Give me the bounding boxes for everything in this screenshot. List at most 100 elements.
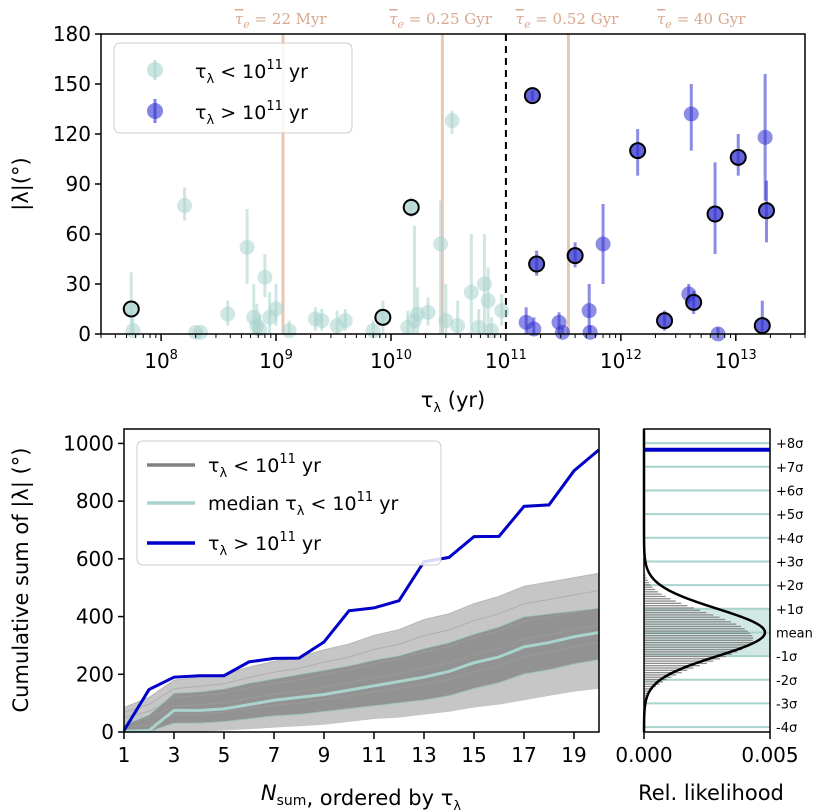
low-series-point (122, 300, 140, 318)
high-series-point (523, 87, 541, 105)
histogram-bar (644, 581, 650, 584)
gray-envelope-inner (124, 607, 599, 732)
low-series-point (463, 284, 479, 300)
top-x-tick-label: 1010​ (370, 348, 412, 373)
histogram-bar (644, 685, 657, 688)
top-x-tick-label: 1011​ (485, 348, 527, 373)
sigma-level-label: +6σ (776, 484, 803, 499)
histogram-bar (644, 625, 742, 628)
top-y-tick-label: 120 (53, 122, 91, 146)
median-line (123, 630, 600, 733)
low-series-point (125, 323, 141, 339)
top-y-tick-label: 90 (66, 172, 91, 196)
sigma-level-label: -1σ (776, 650, 797, 665)
histogram-bar (644, 655, 726, 658)
gray-realisation-line (123, 642, 600, 728)
histogram-bar (644, 575, 646, 577)
cum-x-tick-label: 3 (168, 743, 181, 767)
high-series-point (729, 148, 747, 166)
high-series-point (526, 321, 542, 337)
gray-realisation-line (123, 607, 600, 718)
top-x-axis-label: τλ​ (yr) (421, 388, 485, 416)
high-series-point (528, 255, 546, 273)
histogram-bar (644, 667, 694, 669)
cum-x-tick-label: 13 (411, 743, 436, 767)
histogram-bar (644, 648, 743, 651)
histogram-bar (644, 651, 738, 653)
low-series-point (192, 324, 208, 340)
histogram-bar (644, 588, 656, 591)
histogram-bar (644, 641, 752, 644)
top-y-tick-label: 180 (53, 22, 91, 46)
histogram-bar (644, 660, 714, 662)
high-series-point (685, 293, 703, 311)
histogram-bar (644, 602, 682, 605)
histogram-bar (644, 598, 671, 600)
high-series-point (683, 106, 699, 122)
low-series-point (420, 304, 436, 320)
low-series-point (268, 301, 284, 317)
low-series-point (177, 198, 193, 214)
top-y-tick-label: 0 (78, 322, 91, 346)
low-series-point (494, 303, 510, 319)
sigma-level-label: -2σ (776, 674, 797, 689)
legend-marker-high (147, 103, 163, 119)
low-series-point (471, 319, 487, 335)
histogram-bar (644, 611, 707, 614)
high-series-point (753, 317, 771, 335)
high-series-point (758, 202, 776, 220)
median-band-upper-line (123, 607, 600, 726)
legend-label-low: τλ​ < 1011​ yr (195, 58, 308, 87)
histogram-bar (644, 628, 745, 630)
sigma-level-label: +1σ (776, 603, 803, 618)
top-y-tick-label: 60 (66, 222, 91, 246)
histogram-bar (644, 665, 700, 667)
top-legend: τλ​ < 1011​ yr τλ​ > 1011​ yr (113, 42, 353, 134)
histogram-bar (644, 600, 676, 602)
low-series-point (374, 308, 392, 326)
likelihood-x-axis-label: Rel. likelihood (638, 781, 784, 805)
high-series-point (566, 247, 584, 265)
high-series-point (706, 205, 724, 223)
low-series-point (476, 276, 492, 292)
histogram-bar (644, 586, 653, 588)
low-series-point (252, 321, 268, 337)
cum-x-tick-label: 5 (218, 743, 231, 767)
cum-y-tick-label: 400 (76, 605, 114, 629)
high-series-line (122, 448, 600, 732)
top-y-axis-label: |λ|(°) (9, 157, 34, 210)
histogram-bar (644, 674, 677, 676)
gray-realisation-line (123, 590, 600, 713)
legend-label-high: τλ​ > 1011​ yr (208, 530, 321, 559)
low-series-point (438, 313, 454, 329)
gaussian-curve (642, 429, 767, 733)
histogram-bar (644, 579, 648, 581)
cum-y-tick-label: 0 (101, 720, 114, 744)
histogram-bar (644, 692, 650, 695)
sigma-level-label: +3σ (776, 555, 803, 570)
cumulative-y-axis-label: Cumulative sum of |λ| (°) (9, 448, 34, 713)
histogram-bar (644, 681, 663, 683)
histogram-bar (644, 623, 737, 625)
low-series-point (281, 323, 297, 339)
histogram-bar (644, 618, 726, 621)
low-series-point (484, 323, 500, 339)
timescale-label: τe = 22 Myr (235, 10, 328, 31)
cum-x-tick-label: 11 (361, 743, 386, 767)
median-band-lower-line (124, 659, 600, 733)
cum-x-tick-label: 9 (318, 743, 331, 767)
histogram-bar (644, 577, 647, 579)
timescale-label: τe = 40 Gyr (657, 10, 746, 31)
histogram-bar (644, 690, 652, 692)
high-series-point (581, 303, 597, 319)
histogram-bar (644, 609, 700, 611)
top-x-tick-label: 1013​ (715, 348, 757, 373)
cum-x-tick-label: 19 (561, 743, 586, 767)
sigma-level-label: +4σ (776, 532, 803, 547)
cum-x-tick-label: 7 (268, 743, 281, 767)
histogram-bar (644, 595, 666, 598)
cum-y-tick-label: 600 (76, 547, 114, 571)
histogram-bar (644, 607, 694, 609)
